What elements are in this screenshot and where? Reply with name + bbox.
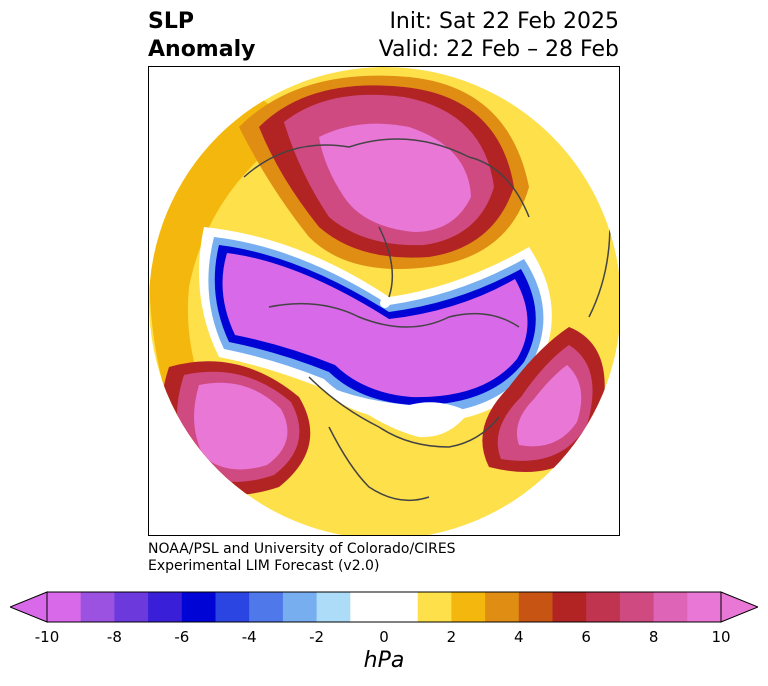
anomaly-map	[149, 67, 619, 535]
colorbar-tick-label: 4	[514, 628, 524, 646]
credit-line-1: NOAA/PSL and University of Colorado/CIRE…	[148, 541, 456, 557]
colorbar-tick-label: 2	[446, 628, 457, 646]
colorbar-tick-label: -4	[241, 628, 257, 646]
colorbar-tick-label: -8	[106, 628, 122, 646]
colorbar-tick-label: 10	[711, 628, 731, 646]
colorbar-segment	[148, 592, 183, 622]
anomaly-high-eurasia	[239, 75, 529, 269]
colorbar-segments	[47, 592, 722, 622]
credit-line-2: Experimental LIM Forecast (v2.0)	[148, 558, 380, 574]
chart-title: SLP Anomaly	[148, 8, 255, 64]
title-line-1: SLP	[148, 9, 194, 34]
colorbar-tick-label: 6	[581, 628, 591, 646]
colorbar-segment	[249, 592, 284, 622]
colorbar-max-arrow	[720, 591, 758, 623]
colorbar-segment	[687, 592, 722, 622]
colorbar-unit-label: hPa	[363, 648, 405, 673]
north-pole-marker	[380, 298, 390, 308]
anomaly-low-north-america	[329, 387, 469, 438]
init-date: Init: Sat 22 Feb 2025	[389, 9, 619, 34]
colorbar-segment	[417, 592, 452, 622]
colorbar-segment	[384, 592, 419, 622]
colorbar-segment	[518, 592, 553, 622]
colorbar-tick-label: -6	[174, 628, 190, 646]
colorbar	[10, 591, 758, 623]
colorbar-segment	[215, 592, 250, 622]
colorbar-tick-label: -10	[34, 628, 60, 646]
colorbar-segment	[316, 592, 351, 622]
colorbar-segment	[80, 592, 115, 622]
colorbar-outline	[46, 591, 722, 623]
title-line-2: Anomaly	[148, 37, 256, 62]
anomaly-low-central	[199, 227, 552, 423]
colorbar-segment	[485, 592, 520, 622]
colorbar-segment	[47, 592, 82, 622]
colorbar-segment	[586, 592, 621, 622]
anomaly-high-atlantic	[482, 327, 605, 472]
colorbar-segment	[350, 592, 385, 622]
colorbar-tick-label: 0	[379, 628, 389, 646]
colorbar-segment	[653, 592, 688, 622]
colorbar-segment	[619, 592, 655, 622]
colorbar-tick-label: 8	[648, 628, 659, 646]
forecast-dates: Init: Sat 22 Feb 2025 Valid: 22 Feb – 28…	[379, 8, 619, 64]
colorbar-min-arrow	[10, 591, 48, 623]
credit-text: NOAA/PSL and University of Colorado/CIRE…	[148, 541, 456, 575]
map-panel	[148, 66, 620, 536]
colorbar-segment	[552, 592, 587, 622]
colorbar-tick-label: -2	[309, 628, 325, 646]
colorbar-segment	[181, 592, 216, 622]
colorbar-segment	[282, 592, 318, 622]
colorbar-segment	[451, 592, 486, 622]
colorbar-segment	[114, 592, 149, 622]
valid-range: Valid: 22 Feb – 28 Feb	[378, 37, 619, 62]
